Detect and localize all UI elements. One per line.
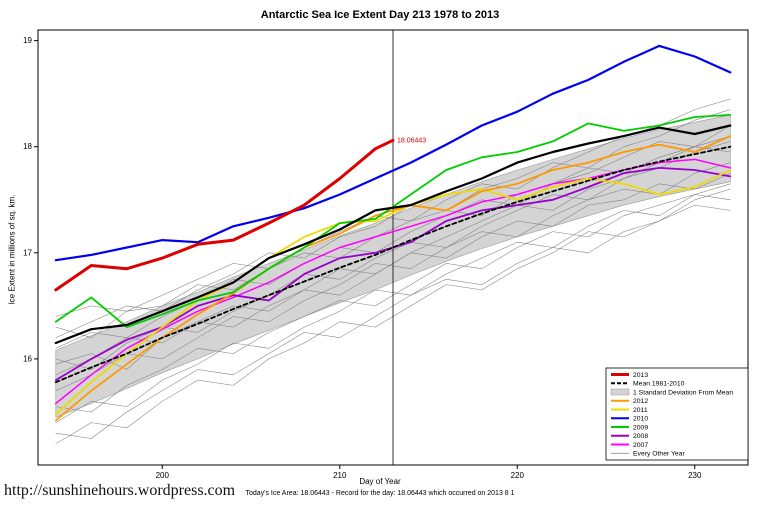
current-value-annotation: 18.06443 xyxy=(397,137,426,144)
chart-title: Antarctic Sea Ice Extent Day 213 1978 to… xyxy=(260,9,500,21)
legend-label: Mean 1981-2010 xyxy=(633,381,685,388)
legend-item-6: 2009 xyxy=(611,424,648,431)
series-2007 xyxy=(55,158,732,405)
series-2011 xyxy=(54,169,732,416)
y-tick-label: 18 xyxy=(23,142,32,151)
series-mean-1981-2010 xyxy=(54,145,732,384)
legend-label: 1 Standard Deviation From Mean xyxy=(633,389,733,396)
series-2012 xyxy=(54,135,732,422)
legend-item-4: 2011 xyxy=(611,407,648,414)
y-tick-label: 16 xyxy=(23,354,32,363)
x-tick-label: 200 xyxy=(156,471,170,480)
legend-label: 2009 xyxy=(633,424,648,431)
legend-label: 2011 xyxy=(633,407,648,414)
y-axis-label: Ice Extent in millions of sq. km. xyxy=(7,194,17,305)
x-tick-label: 230 xyxy=(688,471,702,480)
legend-label: 2013 xyxy=(633,372,648,379)
series-unlabeled-black xyxy=(54,124,732,345)
plot-border xyxy=(37,29,749,466)
legend-item-5: 2010 xyxy=(611,416,648,423)
legend-item-7: 2008 xyxy=(611,433,648,440)
legend-item-8: 2007 xyxy=(611,442,648,449)
axis-ticks: 200 210 220 230 16 17 18 19 xyxy=(23,36,702,480)
legend-item-9: Every Other Year xyxy=(611,451,685,458)
legend-item-3: 2012 xyxy=(611,398,648,405)
status-text: Today's Ice Area: 18.06443 - Record for … xyxy=(245,490,515,497)
x-tick-label: 210 xyxy=(333,471,347,480)
legend-item-0: 2013 xyxy=(611,372,648,379)
legend-label: 2010 xyxy=(633,416,648,423)
y-tick-label: 17 xyxy=(23,248,32,257)
legend-label: 2007 xyxy=(633,442,648,449)
legend-swatch-fill xyxy=(610,388,630,396)
x-tick-label: 220 xyxy=(511,471,525,480)
y-tick-label: 19 xyxy=(23,36,32,45)
series-2010 xyxy=(54,44,732,262)
site-url: http://sunshinehours.wordpress.com xyxy=(4,482,236,499)
legend-label: 2008 xyxy=(633,433,648,440)
legend-box xyxy=(605,367,749,461)
series-2013 xyxy=(54,138,395,292)
legend-item-2: 1 Standard Deviation From Mean xyxy=(610,388,733,396)
legend-label: Every Other Year xyxy=(633,451,685,458)
x-axis-label: Day of Year xyxy=(359,477,401,486)
legend-item-1: Mean 1981-2010 xyxy=(611,381,685,388)
legend-label: 2012 xyxy=(633,398,648,405)
